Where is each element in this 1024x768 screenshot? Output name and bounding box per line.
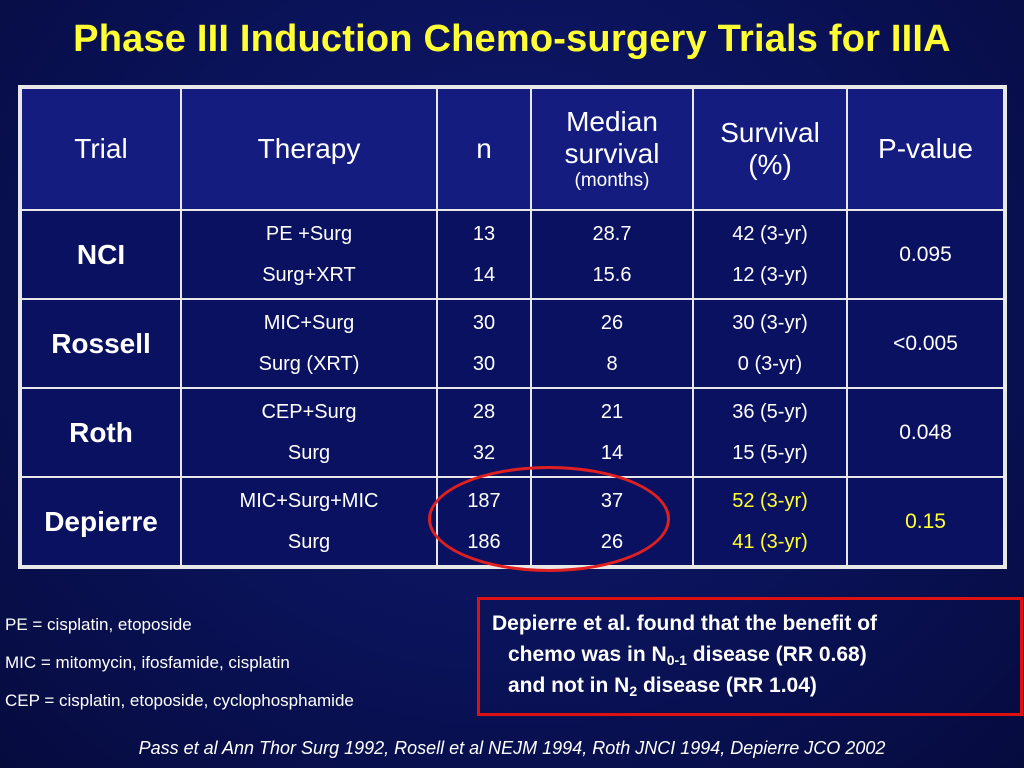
median-value: 37 [600,489,624,512]
n-value: 187 [467,489,501,512]
callout-subscript: 0-1 [666,652,687,668]
header-median-survival: Median survival (months) [530,87,694,211]
table-row: NCI PE +Surg Surg+XRT 13 14 28.7 15.6 42 (3… [20,209,1005,300]
trial-cell: Rossell [20,298,182,389]
pvalue-cell: <0.005 [846,298,1005,389]
header-therapy: Therapy [180,87,438,211]
n-value: 28 [472,400,496,423]
therapy-line: PE +Surg [265,222,353,245]
callout-line: chemo was in N0-1 disease (RR 0.68) [492,639,1010,670]
n-cell: 28 32 [436,387,532,478]
trials-table: Trial Therapy n Median survival (months)… [18,85,1007,569]
median-value: 28.7 [592,222,632,245]
survival-cell: 42 (3-yr) 12 (3-yr) [692,209,848,300]
callout-text: disease (RR 0.68) [686,643,867,666]
slide-title: Phase III Induction Chemo-surgery Trials… [73,18,951,60]
callout-box: Depierre et al. found that the benefit o… [477,597,1023,716]
median-cell: 28.7 15.6 [530,209,694,300]
survival-value: 42 (3-yr) [732,222,808,245]
n-value: 30 [472,352,496,375]
callout-text: and not in N [508,674,630,697]
median-value: 8 [606,352,618,375]
legend-item: PE = cisplatin, etoposide [5,615,192,634]
therapy-cell: CEP+Surg Surg [180,387,438,478]
n-value: 13 [472,222,496,245]
n-value: 14 [472,263,496,286]
n-cell: 187 186 [436,476,532,567]
pvalue-cell: 0.048 [846,387,1005,478]
callout-text: disease (RR 1.04) [637,674,817,697]
header-pvalue: P-value [846,87,1005,211]
table-row: Depierre MIC+Surg+MIC Surg 187 186 37 26 52… [20,476,1005,567]
trial-cell: Roth [20,387,182,478]
abbreviation-legend: PE = cisplatin, etoposide MIC = mitomyci… [5,615,354,729]
header-median-line1: Median [566,105,658,137]
median-value: 21 [600,400,624,423]
median-value: 26 [600,530,624,553]
survival-value: 30 (3-yr) [732,311,808,334]
survival-value: 12 (3-yr) [732,263,808,286]
header-survival-line2: (%) [748,149,792,180]
median-value: 26 [600,311,624,334]
therapy-line: Surg [287,530,331,553]
header-n: n [436,87,532,211]
header-median-unit: (months) [574,170,650,192]
survival-value: 52 (3-yr) [732,489,808,512]
median-value: 14 [600,441,624,464]
therapy-line: MIC+Surg+MIC [239,489,379,512]
legend-item: CEP = cisplatin, etoposide, cyclophospha… [5,691,354,710]
trial-cell: Depierre [20,476,182,567]
n-value: 32 [472,441,496,464]
therapy-line: CEP+Surg [261,400,357,423]
median-cell: 37 26 [530,476,694,567]
therapy-cell: MIC+Surg+MIC Surg [180,476,438,567]
callout-subscript: 2 [629,683,638,699]
survival-value: 41 (3-yr) [732,530,808,553]
legend-item: MIC = mitomycin, ifosfamide, cisplatin [5,653,290,672]
survival-cell: 30 (3-yr) 0 (3-yr) [692,298,848,389]
pvalue-cell: 0.15 [846,476,1005,567]
header-median-line2: survival [564,138,660,170]
survival-value: 36 (5-yr) [732,400,808,423]
therapy-line: Surg (XRT) [258,352,360,375]
n-cell: 13 14 [436,209,532,300]
trial-cell: NCI [20,209,182,300]
therapy-line: MIC+Surg [263,311,355,334]
survival-value: 15 (5-yr) [732,441,808,464]
header-survival-line1: Survival [720,116,820,148]
callout-text: chemo was in N [508,643,667,666]
table-row: Roth CEP+Surg Surg 28 32 21 14 36 (5-yr) 15 … [20,387,1005,478]
therapy-cell: PE +Surg Surg+XRT [180,209,438,300]
citation-footer: Pass et al Ann Thor Surg 1992, Rosell et… [138,738,886,758]
table-row: Rossell MIC+Surg Surg (XRT) 30 30 26 8 30 (… [20,298,1005,389]
header-row: Trial Therapy n Median survival (months)… [20,87,1005,211]
survival-cell: 36 (5-yr) 15 (5-yr) [692,387,848,478]
median-cell: 26 8 [530,298,694,389]
survival-cell: 52 (3-yr) 41 (3-yr) [692,476,848,567]
n-cell: 30 30 [436,298,532,389]
header-survival: Survival (%) [692,87,848,211]
n-value: 30 [472,311,496,334]
survival-value: 0 (3-yr) [737,352,803,375]
header-trial: Trial [20,87,182,211]
callout-line: and not in N2 disease (RR 1.04) [492,670,1010,701]
median-value: 15.6 [592,263,632,286]
therapy-line: Surg [287,441,331,464]
therapy-cell: MIC+Surg Surg (XRT) [180,298,438,389]
n-value: 186 [467,530,501,553]
callout-line: Depierre et al. found that the benefit o… [492,612,878,635]
pvalue-cell: 0.095 [846,209,1005,300]
therapy-line: Surg+XRT [262,263,356,286]
median-cell: 21 14 [530,387,694,478]
